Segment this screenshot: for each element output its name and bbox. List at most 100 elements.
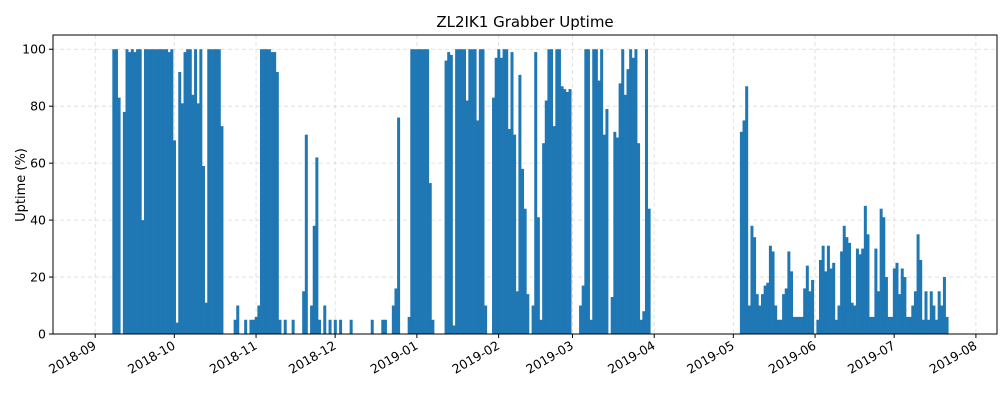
uptime-bar [275,72,279,335]
uptime-bar [291,319,295,334]
uptime-bar [270,52,274,335]
uptime-bar [207,49,211,335]
x-tick-label: 2019-08 [927,338,980,377]
uptime-bar [826,245,830,334]
x-tick-label: 2018-10 [125,338,178,377]
uptime-bar [600,49,604,335]
uptime-bar [312,225,316,334]
uptime-bar [637,143,641,334]
uptime-bar [426,49,430,335]
uptime-bar [790,271,793,334]
uptime-bar [328,319,332,334]
uptime-bar [415,49,419,335]
uptime-bar [819,259,822,334]
uptime-bar [302,291,306,334]
x-tick-label: 2018-09 [46,338,99,377]
uptime-bar [557,49,561,335]
uptime-bar [863,205,867,334]
uptime-bar [518,74,522,335]
uptime-bar [586,49,590,335]
uptime-bar [626,69,630,335]
x-tick-label: 2018-11 [207,338,260,377]
uptime-bar [444,60,448,334]
uptime-bar [547,49,551,335]
uptime-bar [568,89,572,334]
uptime-bar [869,316,873,334]
uptime-bar [866,234,870,334]
uptime-bar [750,225,754,334]
uptime-bar [921,319,925,334]
uptime-bar [476,120,480,335]
uptime-bar [236,305,240,334]
uptime-bar [824,271,828,334]
uptime-bar [154,49,158,335]
uptime-bar [755,294,759,334]
uptime-bar [112,49,116,335]
uptime-bar [787,251,791,334]
uptime-bar [555,49,559,335]
uptime-bar [460,49,464,335]
x-tick-label: 2019-07 [845,338,898,377]
uptime-bar [579,305,583,334]
uptime-bar [478,49,482,335]
uptime-bar [188,49,192,335]
uptime-bar [884,277,888,334]
uptime-bar [315,157,319,334]
uptime-bar [133,52,137,335]
uptime-bar [468,49,472,335]
uptime-bar [194,49,198,335]
uptime-bar [310,305,314,334]
uptime-bar [410,49,414,335]
uptime-bar [613,131,617,334]
uptime-bar [942,277,946,334]
uptime-bar [339,319,343,334]
uptime-bar [252,319,256,334]
uptime-bar [784,288,788,334]
uptime-bar [370,319,374,334]
y-tick-label: 40 [30,213,46,228]
uptime-bar [797,316,801,334]
x-axis-ticks: 2018-09 2018-10 2018-11 2018-12 2019-01 2019-… [46,334,979,377]
uptime-bar [800,316,804,334]
uptime-bar [175,322,179,334]
y-tick-label: 60 [30,156,46,171]
uptime-bar [217,49,221,335]
uptime-bar [634,49,638,335]
uptime-bar [130,49,134,335]
x-tick-label: 2019-01 [368,338,421,377]
uptime-bar [481,49,485,335]
uptime-bar [898,294,902,334]
uptime-bar [834,319,838,334]
uptime-bar [349,319,353,334]
uptime-bar [172,140,176,334]
uptime-bar [908,316,912,334]
uptime-bar [903,277,907,334]
uptime-bar [887,316,891,334]
uptime-bar [452,325,456,334]
x-tick-label: 2019-05 [684,338,737,377]
uptime-bar [428,183,432,334]
uptime-bar [892,268,896,334]
uptime-bar [167,52,171,335]
uptime-bar [779,319,783,334]
uptime-bar [850,302,854,334]
uptime-bar [621,49,625,335]
x-tick-label: 2019-03 [523,338,576,377]
uptime-bar [739,131,743,334]
uptime-bar [848,242,852,334]
uptime-bar [418,49,422,335]
uptime-bar [763,285,767,334]
uptime-bar [505,49,509,335]
uptime-bar [932,305,936,334]
uptime-bar [776,319,780,334]
uptime-bar [146,49,150,335]
uptime-bar [199,49,203,335]
x-tick-label: 2019-06 [766,338,819,377]
uptime-bar [644,49,648,335]
uptime-bar [178,72,182,335]
uptime-bar [890,316,894,334]
uptime-bar [766,282,770,334]
uptime-bar [244,319,248,334]
uptime-bar [605,109,609,334]
uptime-bar [484,305,488,334]
